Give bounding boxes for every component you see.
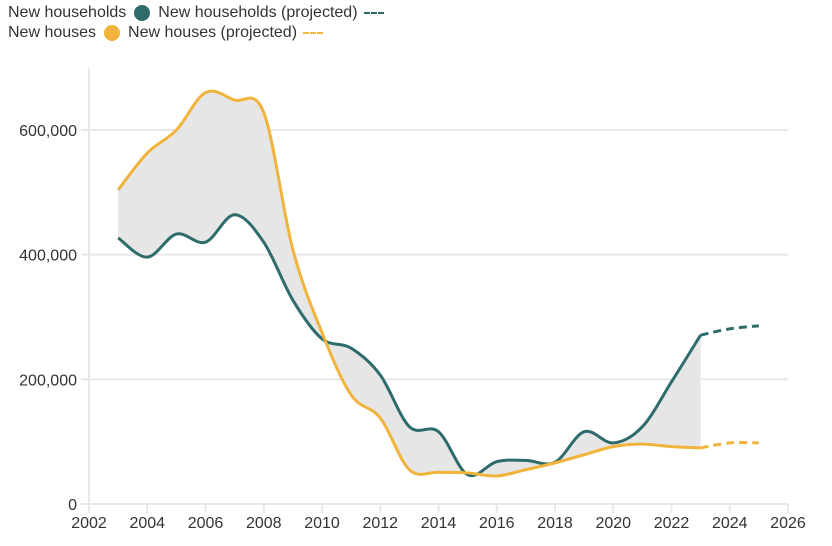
legend-label-households: New households bbox=[8, 4, 127, 21]
x-tick-label: 2006 bbox=[188, 515, 224, 532]
gap-area bbox=[118, 91, 701, 477]
gap-fill bbox=[118, 91, 701, 477]
series-line-new-households bbox=[117, 213, 702, 478]
x-tick-label: 2004 bbox=[129, 515, 165, 532]
legend-swatch-houses bbox=[104, 25, 121, 41]
x-tick-label: 2008 bbox=[246, 515, 282, 532]
x-tick-label: 2020 bbox=[595, 515, 631, 532]
legend-swatch-households bbox=[134, 5, 151, 21]
axes: 0 200,000 400,000 600,000 2002 2004 2006 2008 20… bbox=[19, 123, 806, 532]
series-line-new-houses-projected bbox=[700, 441, 759, 450]
y-tick-label: 400,000 bbox=[19, 248, 77, 265]
legend-dash-households-projected bbox=[363, 12, 384, 14]
legend-row-houses: New houses New houses (projected) bbox=[8, 23, 384, 43]
x-tick-label: 2022 bbox=[654, 515, 690, 532]
series-line-new-houses bbox=[116, 89, 701, 478]
y-tick-label: 0 bbox=[68, 497, 77, 514]
legend-label-houses-projected: New houses (projected) bbox=[128, 24, 298, 41]
legend: New households New households (projected… bbox=[8, 3, 384, 43]
series-lines bbox=[116, 89, 760, 478]
x-tick-label: 2012 bbox=[362, 515, 398, 532]
x-tick-label: 2024 bbox=[712, 515, 748, 532]
x-tick-label: 2016 bbox=[479, 515, 515, 532]
x-tick-label: 2026 bbox=[770, 515, 806, 532]
y-tick-label: 600,000 bbox=[19, 123, 77, 140]
x-tick-label: 2018 bbox=[537, 515, 573, 532]
x-tick-label: 2002 bbox=[71, 515, 107, 532]
series-line-new-households-projected bbox=[700, 324, 760, 337]
x-tick-label: 2010 bbox=[304, 515, 340, 532]
legend-label-houses: New houses bbox=[8, 24, 97, 41]
legend-dash-houses-projected bbox=[303, 32, 324, 34]
legend-label-households-projected: New households (projected) bbox=[158, 4, 358, 21]
x-tick-label: 2014 bbox=[421, 515, 457, 532]
y-tick-label: 200,000 bbox=[19, 372, 77, 389]
legend-row-households: New households New households (projected… bbox=[8, 3, 384, 23]
